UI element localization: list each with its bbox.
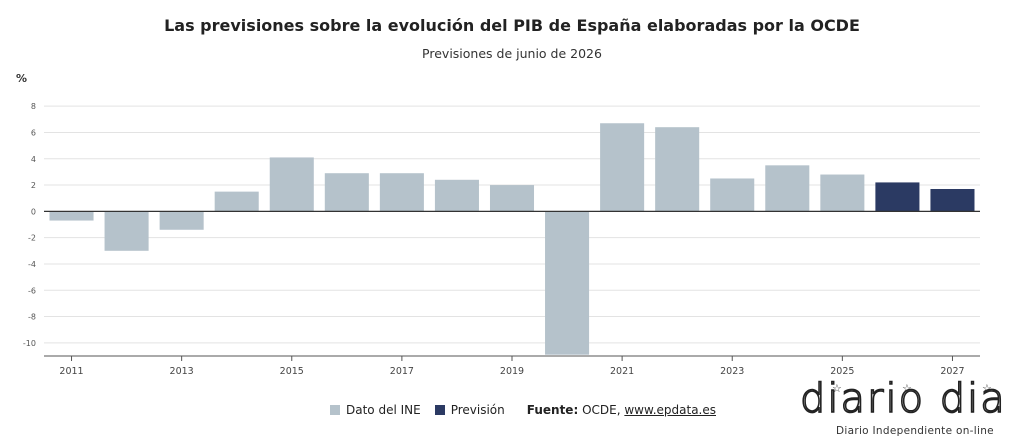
bar-2026	[875, 182, 920, 212]
bar-2013	[159, 211, 204, 230]
bar-2025	[820, 174, 865, 212]
x-tick-label: 2025	[830, 366, 854, 377]
source-text: OCDE,	[582, 403, 625, 417]
legend: Dato del INE Previsión Fuente: OCDE, www…	[330, 401, 716, 419]
y-tick-label: -8	[28, 313, 36, 322]
source-note: Fuente: OCDE, www.epdata.es	[527, 403, 716, 417]
logo-tagline: Diario Independiente on-line	[836, 425, 994, 437]
bar-2019	[489, 185, 535, 212]
bar-2027	[930, 188, 975, 212]
bar-2022	[655, 127, 700, 212]
y-axis-unit: %	[16, 72, 28, 85]
legend-swatch-ine	[330, 405, 340, 415]
x-tick-label: 2011	[59, 366, 83, 377]
x-tick-label: 2027	[940, 366, 964, 377]
legend-item-prevision[interactable]: Previsión	[434, 403, 505, 417]
bar-2014	[214, 191, 259, 212]
logo-star-icon: ☆	[832, 382, 842, 395]
x-tick-label: 2023	[720, 366, 744, 377]
legend-label-prevision: Previsión	[450, 403, 505, 417]
bar-2020	[545, 211, 590, 355]
x-tick-label: 2013	[170, 366, 194, 377]
legend-item-ine[interactable]: Dato del INE	[330, 403, 421, 417]
source-label: Fuente:	[526, 403, 579, 417]
y-tick-label: -2	[28, 234, 36, 243]
y-tick-label: -4	[28, 260, 36, 269]
bar-2012	[104, 211, 149, 251]
chart-title: Las previsiones sobre la evolución del P…	[164, 16, 860, 35]
y-tick-label: 4	[31, 155, 36, 164]
y-tick-label: -6	[28, 286, 36, 295]
legend-swatch-prevision	[434, 405, 445, 415]
bar-2018	[434, 179, 479, 212]
bar-2011	[49, 211, 94, 221]
bar-2017	[379, 173, 424, 212]
source-link[interactable]: www.epdata.es	[624, 403, 716, 417]
chart-subtitle: Previsiones de junio de 2026	[422, 46, 602, 61]
y-tick-label: 8	[31, 102, 36, 111]
diario-dia-logo: diario dia ☆ ☆ ☆ Diario Independiente on…	[796, 375, 1022, 438]
x-tick-label: 2015	[280, 366, 304, 377]
x-tick-label: 2021	[610, 366, 634, 377]
y-tick-label: 0	[31, 207, 36, 216]
y-tick-label: 6	[31, 128, 36, 137]
legend-label-ine: Dato del INE	[346, 403, 421, 417]
logo-star-icon: ☆	[982, 382, 992, 395]
bar-2024	[765, 165, 810, 212]
bar-2021	[600, 123, 645, 212]
x-tick-label: 2019	[500, 366, 524, 377]
logo-wordmark: diario dia	[799, 375, 1007, 423]
bar-2015	[269, 157, 314, 212]
bar-2016	[324, 173, 369, 212]
y-tick-label: 2	[31, 181, 36, 190]
x-tick-label: 2017	[390, 366, 414, 377]
logo-star-icon: ☆	[902, 382, 912, 395]
y-tick-label: -10	[23, 339, 36, 348]
bar-2023	[710, 178, 755, 212]
